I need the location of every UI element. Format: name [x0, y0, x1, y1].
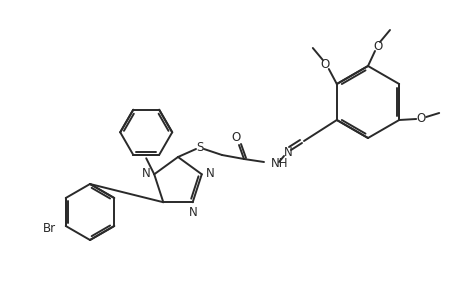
Text: N: N [283, 146, 292, 158]
Text: N: N [141, 167, 150, 180]
Text: N: N [189, 206, 198, 219]
Text: O: O [416, 112, 425, 124]
Text: S: S [196, 140, 203, 154]
Text: O: O [231, 130, 240, 143]
Text: O: O [373, 40, 382, 52]
Text: NH: NH [270, 157, 288, 169]
Text: Br: Br [43, 221, 56, 235]
Text: O: O [319, 58, 329, 70]
Text: N: N [205, 167, 214, 180]
